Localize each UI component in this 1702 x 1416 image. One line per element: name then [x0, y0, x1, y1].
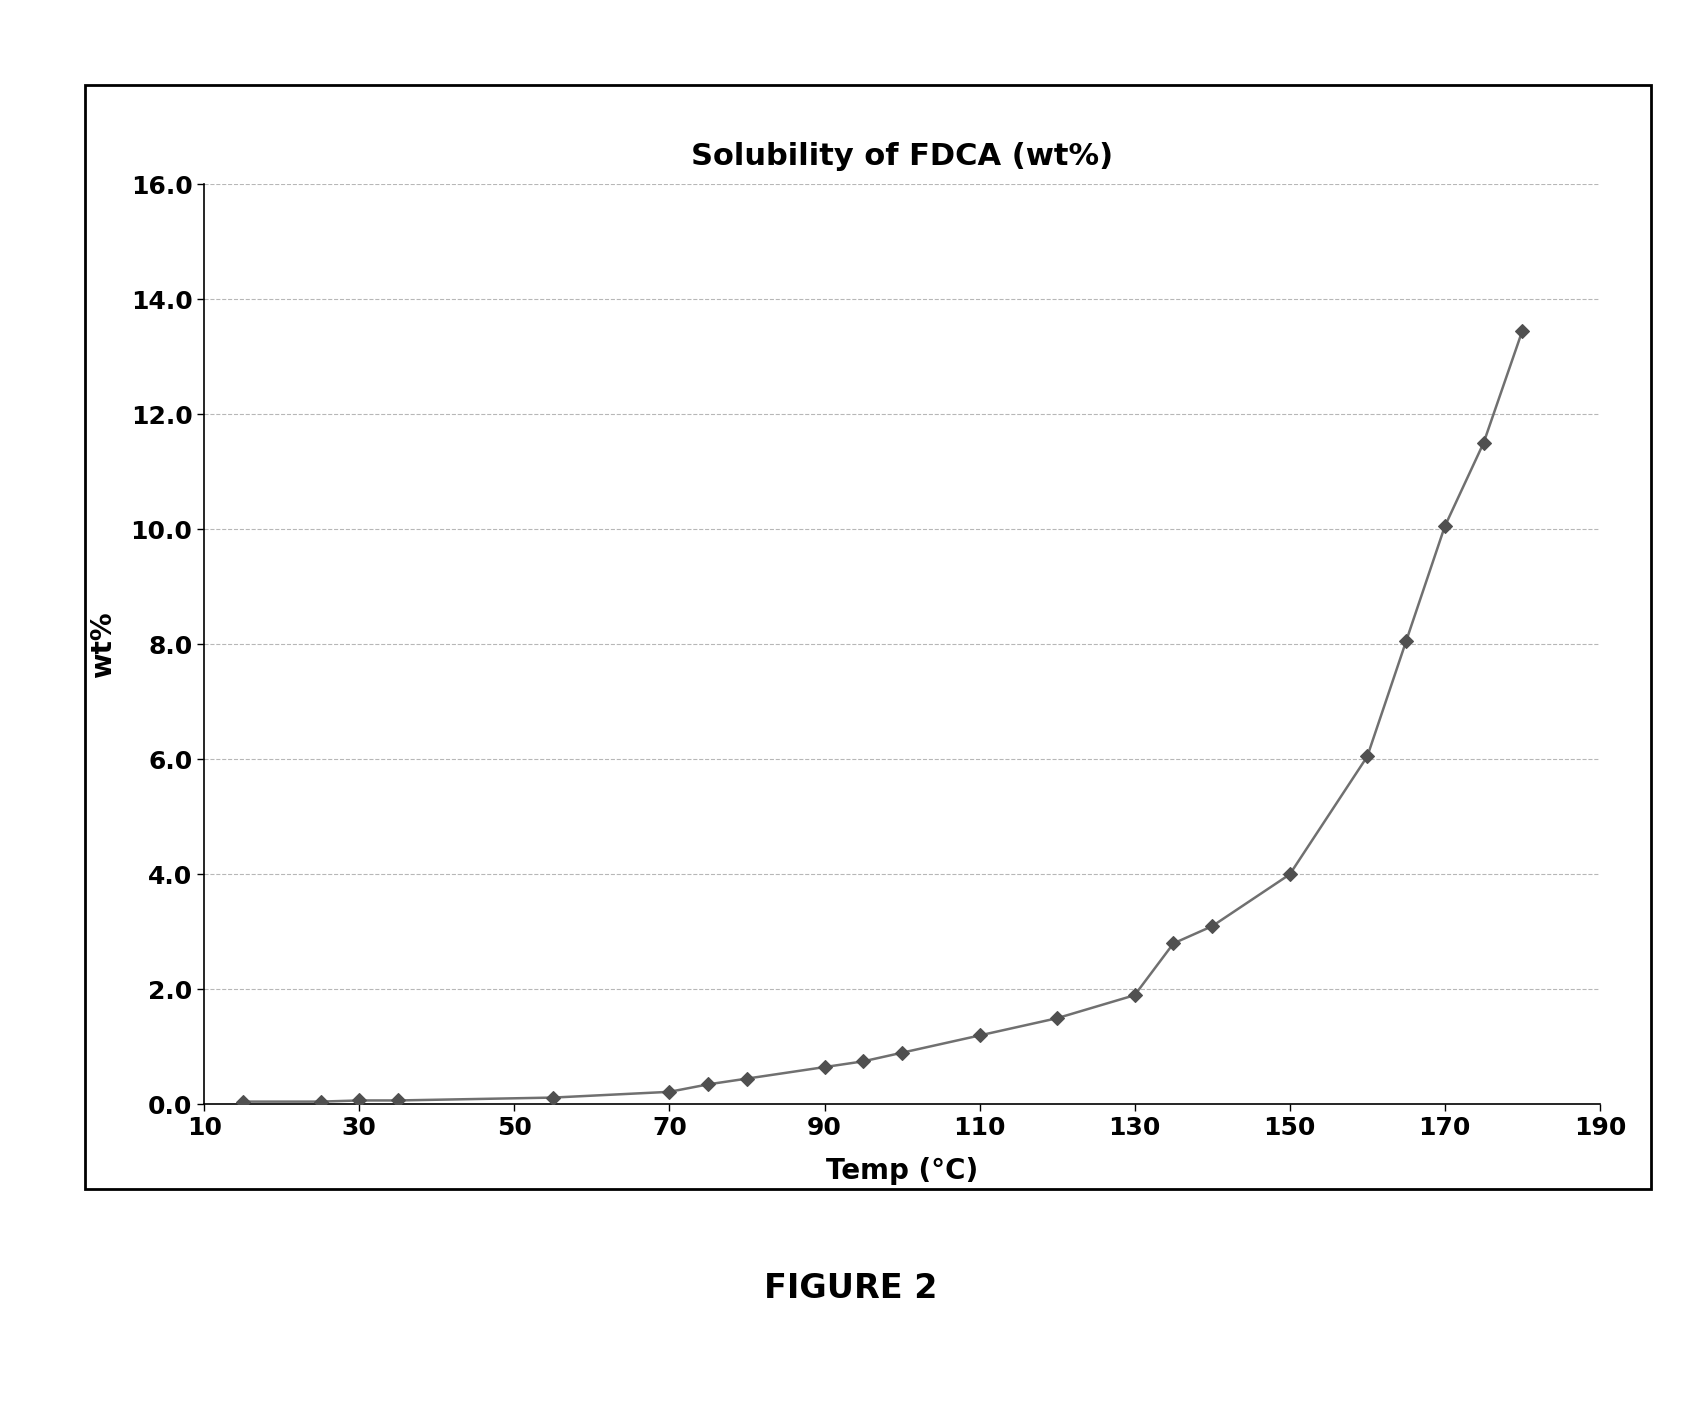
Title: Solubility of FDCA (wt%): Solubility of FDCA (wt%) — [691, 142, 1113, 171]
Y-axis label: wt%: wt% — [89, 610, 117, 678]
Text: FIGURE 2: FIGURE 2 — [764, 1272, 938, 1306]
X-axis label: Temp (°C): Temp (°C) — [825, 1157, 979, 1185]
